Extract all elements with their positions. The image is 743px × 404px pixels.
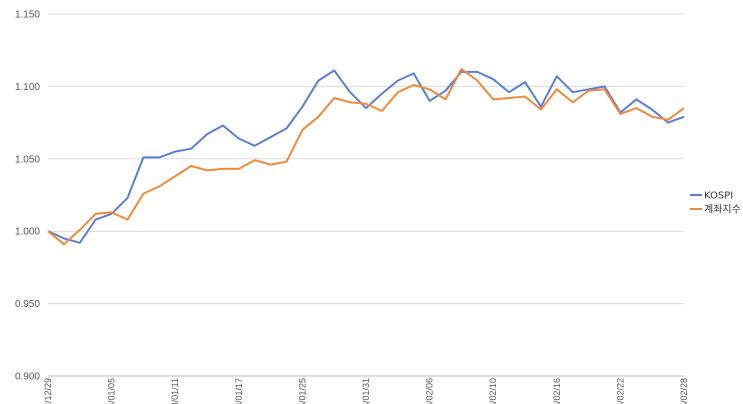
y-tick-label: 0.950 (15, 299, 40, 310)
y-tick-label: 1.050 (15, 154, 40, 165)
x-tick-label: 23/02/28 (679, 378, 689, 404)
x-tick-label: 23/01/11 (170, 378, 180, 404)
series-lines (47, 68, 685, 246)
x-tick-label: 23/01/31 (361, 378, 371, 404)
x-tick-label: 23/02/10 (488, 378, 498, 404)
x-tick-label: 23/01/05 (107, 378, 117, 404)
legend-label-account-index: 계좌지수 (704, 204, 741, 216)
series-line-1 (47, 68, 685, 246)
y-tick-label: 1.100 (15, 82, 40, 93)
x-axis-ticks: 22/12/29 23/01/05 23/01/11 23/01/17 23/01/25… (43, 378, 689, 404)
x-tick-label: 23/02/16 (552, 378, 562, 404)
y-axis-ticks: 0.900 0.950 1.000 1.050 1.100 1.150 (15, 10, 40, 383)
x-tick-label: 22/12/29 (43, 378, 53, 404)
x-tick-label: 23/02/06 (425, 378, 435, 404)
y-tick-label: 1.150 (15, 10, 40, 21)
series-line-0 (47, 69, 685, 244)
y-tick-label: 1.000 (15, 227, 40, 238)
legend-label-kospi: KOSPI (704, 191, 733, 202)
y-tick-label: 0.900 (15, 372, 40, 383)
x-tick-label: 23/02/22 (615, 378, 625, 404)
x-tick-label: 23/01/25 (297, 378, 307, 404)
x-tick-label: 23/01/17 (234, 378, 244, 404)
grid-lines (48, 13, 684, 305)
legend: KOSPI 계좌지수 (690, 191, 741, 216)
